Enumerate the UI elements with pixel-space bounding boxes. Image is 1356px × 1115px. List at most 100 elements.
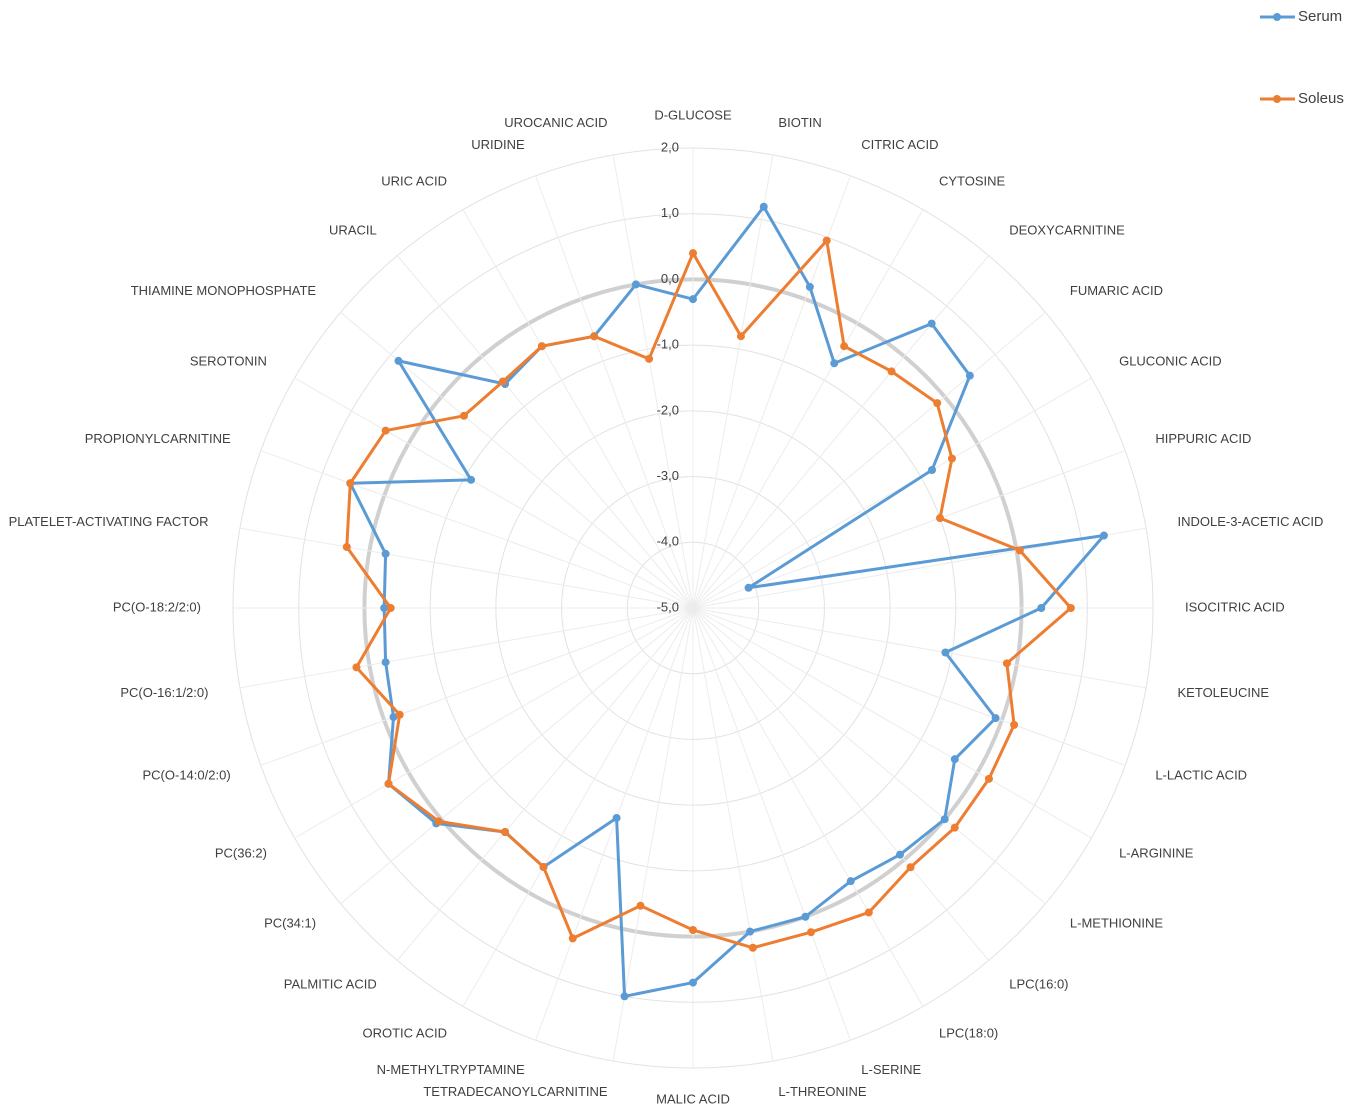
category-label: URIDINE	[471, 137, 525, 152]
spoke	[239, 607, 694, 689]
series-point	[620, 992, 629, 1001]
series-point	[395, 710, 404, 719]
series-point	[1066, 604, 1075, 612]
y-tick-label: -1,0	[657, 337, 679, 352]
category-label: DEOXYCARNITINE	[1009, 223, 1125, 238]
spoke	[692, 607, 774, 1062]
category-label: L-LACTIC ACID	[1155, 768, 1247, 783]
series-point	[1010, 720, 1019, 729]
category-label: D-GLUCOSE	[654, 107, 732, 122]
series-point	[906, 863, 915, 872]
series-point	[636, 901, 645, 910]
spoke	[692, 175, 851, 609]
category-label: N-METHYLTRYPTAMINE	[377, 1062, 525, 1077]
spoke	[692, 154, 774, 609]
series-point	[568, 934, 577, 943]
series-point	[342, 542, 351, 551]
legend-label: Soleus	[1298, 90, 1344, 107]
series-point	[950, 823, 959, 832]
series-point	[689, 978, 697, 987]
series-point	[846, 877, 855, 886]
category-label: INDOLE-3-ACETIC ACID	[1178, 514, 1324, 529]
category-label: SEROTONIN	[190, 353, 267, 368]
spoke	[294, 377, 694, 609]
series-point	[346, 479, 355, 488]
category-label: L-SERINE	[861, 1062, 921, 1077]
series-point	[744, 583, 753, 592]
category-label: LPC(16:0)	[1009, 976, 1068, 991]
series-point	[380, 604, 389, 612]
spoke	[692, 607, 851, 1041]
series-point	[689, 926, 697, 934]
category-label: LPC(18:0)	[939, 1026, 998, 1041]
series-point	[895, 850, 904, 859]
spoke	[396, 255, 694, 609]
series-point	[689, 249, 697, 258]
category-label: PC(34:1)	[264, 916, 316, 931]
series-point	[381, 426, 390, 435]
spoke	[260, 607, 694, 766]
category-label: L-ARGININE	[1119, 845, 1194, 860]
series-point	[947, 454, 956, 463]
series-point	[759, 202, 768, 211]
spoke	[612, 607, 694, 1062]
spoke	[692, 607, 1092, 839]
category-label: OROTIC ACID	[362, 1026, 447, 1041]
category-label: GLUCONIC ACID	[1119, 353, 1222, 368]
series-point	[801, 912, 810, 921]
series-point	[389, 713, 398, 722]
series-point	[381, 549, 390, 558]
spoke	[462, 209, 694, 609]
series-point	[645, 354, 654, 363]
category-label: HIPPURIC ACID	[1155, 431, 1251, 446]
series-point	[936, 514, 945, 523]
series-point	[501, 828, 510, 837]
spoke	[692, 607, 1126, 766]
series-point	[386, 604, 395, 612]
series-point	[822, 236, 831, 245]
category-label: PC(O-14:0/2:0)	[143, 768, 231, 783]
series-point	[991, 714, 1000, 723]
series-point	[394, 356, 403, 365]
y-tick-label: 0,0	[661, 271, 679, 286]
category-label: CITRIC ACID	[861, 137, 938, 152]
spoke	[612, 154, 694, 609]
series-point	[736, 332, 745, 341]
category-label: PC(O-18:2/2:0)	[113, 599, 201, 614]
spoke	[692, 255, 990, 609]
series-point	[381, 658, 390, 667]
series-point	[384, 779, 393, 788]
series-point	[941, 648, 950, 657]
spoke	[396, 607, 694, 961]
legend-marker	[1273, 13, 1281, 21]
category-label: PC(O-16:1/2:0)	[120, 685, 208, 700]
category-label: L-METHIONINE	[1070, 916, 1164, 931]
series-point	[887, 367, 896, 376]
category-label: CYTOSINE	[939, 173, 1006, 188]
series-point	[498, 377, 507, 386]
series-point	[1037, 604, 1046, 612]
series-point	[1015, 546, 1024, 555]
spoke	[260, 450, 694, 609]
category-label: TETRADECANOYLCARNITINE	[423, 1084, 608, 1099]
series-point	[746, 927, 755, 936]
category-label: MALIC ACID	[656, 1091, 730, 1106]
category-label: THIAMINE MONOPHOSPHATE	[131, 283, 317, 298]
series-point	[434, 817, 443, 826]
series-point	[840, 342, 849, 351]
series-point	[965, 371, 974, 380]
category-label: UROCANIC ACID	[504, 115, 607, 130]
category-label: URIC ACID	[381, 173, 447, 188]
series-point	[748, 943, 757, 952]
spoke	[535, 607, 694, 1041]
category-label: URACIL	[329, 223, 377, 238]
series-point	[631, 280, 640, 289]
legend-label: Serum	[1298, 8, 1342, 25]
series-point	[984, 774, 993, 783]
series-point	[459, 411, 468, 420]
series-point	[933, 399, 942, 408]
category-label: BIOTIN	[778, 115, 821, 130]
spoke	[535, 175, 694, 609]
series-point	[940, 815, 949, 824]
